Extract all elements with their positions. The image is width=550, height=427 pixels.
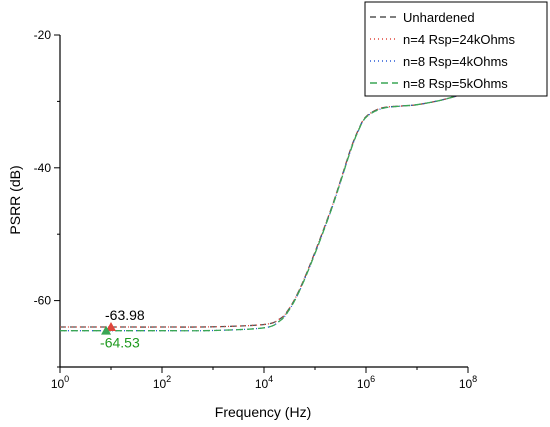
series-line-1 (60, 92, 469, 328)
y-tick-label: -60 (34, 294, 52, 308)
legend: Unhardened n=4 Rsp=24kOhms n=8 Rsp=4kOhms n… (364, 1, 548, 97)
x-tick-label: 102 (153, 374, 171, 391)
annotation-marker (106, 322, 116, 332)
y-axis-title: PSRR (dB) (7, 165, 23, 234)
legend-label: n=8 Rsp=4kOhms (403, 54, 508, 69)
series-line-3 (59, 92, 469, 332)
annotation-label: -63.98 (105, 307, 145, 323)
y-tick-label: -20 (34, 28, 52, 42)
axes: 100 102 104 106 108 -20 -40 -60 (34, 28, 478, 391)
series-line-2 (60, 92, 469, 328)
legend-label: Unhardened (403, 10, 475, 25)
x-tick-label: 106 (357, 374, 375, 391)
legend-label: n=8 Rsp=5kOhms (403, 76, 508, 91)
annotation-marker (101, 325, 112, 335)
annotations: -63.98 -64.53 (100, 307, 145, 351)
legend-box (364, 1, 548, 97)
y-tick-label: -40 (34, 161, 52, 175)
series-line-4 (59, 92, 469, 332)
x-axis-title: Frequency (Hz) (215, 404, 311, 420)
x-tick-label: 108 (459, 374, 477, 391)
series-lines (59, 92, 469, 332)
x-tick-label: 100 (51, 374, 69, 391)
legend-label: n=4 Rsp=24kOhms (403, 32, 516, 47)
annotation-label: -64.53 (100, 335, 140, 351)
x-tick-label: 104 (255, 374, 273, 391)
